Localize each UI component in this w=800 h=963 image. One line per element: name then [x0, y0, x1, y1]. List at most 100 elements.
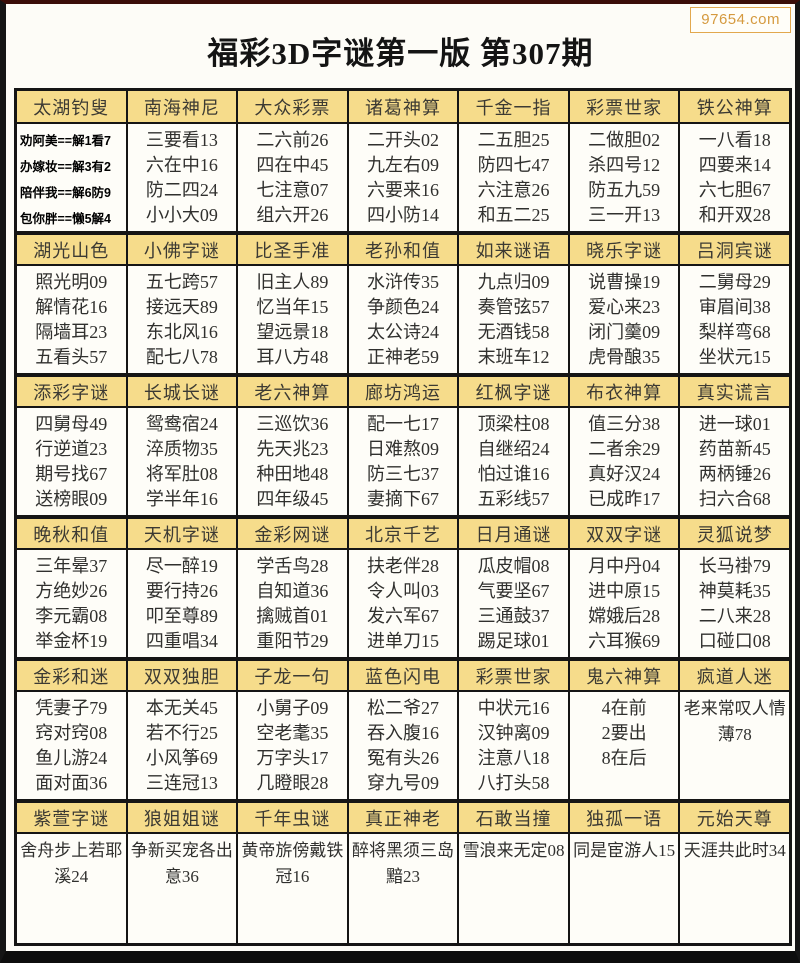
column-header: 疯道人迷 — [680, 659, 789, 690]
column-header: 天机字谜 — [127, 517, 237, 548]
riddle-line: 擒贼首01 — [256, 606, 329, 626]
riddle-line: 东北风16 — [145, 322, 218, 342]
riddle-cell: 小舅子09 空老耄35 万字头17 几瞪眼28 — [238, 692, 347, 799]
riddle-line: 九左右09 — [366, 155, 439, 175]
riddle-line: 重阳节29 — [256, 631, 329, 651]
riddle-cell: 进一球01 药苗新45 两柄锤26 扫六合68 — [680, 408, 789, 515]
column-header: 元始天尊 — [680, 801, 789, 832]
riddle-cell: 旧主人89 忆当年15 望远景18 耳八方48 — [238, 266, 347, 373]
riddle-line: 水浒传35 — [366, 272, 439, 292]
column-header: 北京千艺 — [348, 517, 458, 548]
riddle-line: 七注意07 — [256, 180, 329, 200]
column-header: 晓乐字谜 — [569, 233, 679, 264]
riddle-cell: 醉将黑须三岛黯23 — [348, 834, 458, 943]
column-header: 金彩网谜 — [238, 517, 347, 548]
riddle-line: 闭门羹09 — [588, 322, 661, 342]
riddle-line: 六七胆67 — [698, 180, 771, 200]
riddle-line: 冤有头26 — [366, 748, 439, 768]
riddle-line: 争新买宠各出意36 — [130, 841, 233, 886]
riddle-line: 组六开26 — [256, 205, 329, 225]
riddle-line: 六要来16 — [366, 180, 439, 200]
riddle-cell: 值三分38 二者余29 真好汉24 已成昨17 — [569, 408, 679, 515]
riddle-line: 配一七17 — [366, 414, 439, 434]
riddle-line: 五七跨57 — [145, 272, 218, 292]
riddle-line: 扶老伴28 — [366, 556, 439, 576]
riddle-line: 醉将黑须三岛黯23 — [351, 841, 454, 886]
riddle-line: 四要来14 — [698, 155, 771, 175]
riddle-cell: 天涯共此时34 — [680, 834, 789, 943]
riddle-line: 黄帝旂傍戴铁冠16 — [241, 841, 344, 886]
riddle-line: 松二爷27 — [366, 698, 439, 718]
page-title: 福彩3D字谜第一版 第307期 — [207, 36, 594, 71]
riddle-line: 三年晕37 — [35, 556, 108, 576]
riddle-line: 鱼儿游24 — [35, 748, 108, 768]
riddle-line: 已成昨17 — [588, 489, 661, 509]
riddle-line: 一八看18 — [698, 130, 771, 150]
riddle-cell: 二开头02 九左右09 六要来16 四小防14 — [348, 124, 458, 231]
riddle-line: 说曹操19 — [588, 272, 661, 292]
riddle-line: 自继绍24 — [477, 439, 550, 459]
column-header: 布衣神算 — [569, 375, 679, 406]
column-header: 双双独胆 — [127, 659, 237, 690]
column-header: 独孤一语 — [569, 801, 679, 832]
riddle-line: 李元霸08 — [35, 606, 108, 626]
riddle-cell: 同是宦游人15 — [569, 834, 679, 943]
column-header: 狼姐姐谜 — [127, 801, 237, 832]
riddle-line: 防四七47 — [477, 155, 550, 175]
column-header: 廊坊鸿运 — [348, 375, 458, 406]
riddle-line: 老来常叹人情薄78 — [683, 699, 786, 744]
riddle-cell: 顶梁柱08 自继绍24 怕过谁16 五彩线57 — [459, 408, 568, 515]
riddle-line: 同是宦游人15 — [573, 841, 676, 860]
riddle-cell: 劝阿美==解1看7 办嫁妆==解3有2 陪伴我==解6防9 包你胖==懒5解4 — [17, 124, 126, 231]
riddle-line: 太公诗24 — [366, 322, 439, 342]
riddle-line: 梨样弯68 — [698, 322, 771, 342]
riddle-line: 空老耄35 — [256, 723, 329, 743]
riddle-line: 叩至尊89 — [145, 606, 218, 626]
riddle-line: 月中丹04 — [588, 556, 661, 576]
riddle-line: 二五胆25 — [477, 130, 550, 150]
riddle-cell: 学舌鸟28 自知道36 擒贼首01 重阳节29 — [238, 550, 347, 657]
riddle-line: 六注意26 — [477, 180, 550, 200]
riddle-line: 种田地48 — [256, 464, 329, 484]
riddle-line: 汉钟离09 — [477, 723, 550, 743]
riddle-line: 接远天89 — [145, 297, 218, 317]
column-header: 红枫字谜 — [459, 375, 568, 406]
riddle-cell: 本无关45 若不行25 小风筝69 三连冠13 — [127, 692, 237, 799]
column-header: 金彩和迷 — [17, 659, 126, 690]
riddle-line: 解情花16 — [35, 297, 108, 317]
riddle-line: 妻摘下67 — [366, 489, 439, 509]
riddle-line: 二八来28 — [698, 606, 771, 626]
riddle-line: 包你胖==懒5解4 — [20, 212, 112, 226]
riddle-line: 五彩线57 — [477, 489, 550, 509]
riddle-line: 二做胆02 — [588, 130, 661, 150]
riddle-line: 六在中16 — [145, 155, 218, 175]
riddle-cell: 九点归09 奏管弦57 无酒钱58 末班车12 — [459, 266, 568, 373]
column-header: 老六神算 — [238, 375, 347, 406]
riddle-line: 两柄锤26 — [698, 464, 771, 484]
riddle-line: 爱心来23 — [588, 297, 661, 317]
riddle-line: 将军肚08 — [145, 464, 218, 484]
riddle-line: 六耳猴69 — [588, 631, 661, 651]
riddle-line: 若不行25 — [145, 723, 218, 743]
riddle-line: 小舅子09 — [256, 698, 329, 718]
riddle-cell: 四舅母49 行逆道23 期号找67 送榜眼09 — [17, 408, 126, 515]
riddle-line: 先天兆23 — [256, 439, 329, 459]
riddle-cell: 凭妻子79 窍对窍08 鱼儿游24 面对面36 — [17, 692, 126, 799]
riddle-line: 四重唱34 — [145, 631, 218, 651]
riddle-line: 三通鼓37 — [477, 606, 550, 626]
column-header: 千金一指 — [459, 91, 568, 122]
column-header: 大众彩票 — [238, 91, 347, 122]
riddle-cell: 一八看18 四要来14 六七胆67 和开双28 — [680, 124, 789, 231]
column-header: 老孙和值 — [348, 233, 458, 264]
riddle-cell: 鸳鸯宿24 淬质物35 将军肚08 学半年16 — [127, 408, 237, 515]
riddle-line: 末班车12 — [477, 347, 550, 367]
riddle-line: 口碰口08 — [698, 631, 771, 651]
riddle-line: 期号找67 — [35, 464, 108, 484]
riddle-line: 令人叫03 — [366, 581, 439, 601]
riddle-line: 举金杯19 — [35, 631, 108, 651]
riddle-line: 顶梁柱08 — [477, 414, 550, 434]
column-header: 长城长谜 — [127, 375, 237, 406]
column-header: 晚秋和值 — [17, 517, 126, 548]
riddle-line: 淬质物35 — [145, 439, 218, 459]
riddle-line: 隔墙耳23 — [35, 322, 108, 342]
